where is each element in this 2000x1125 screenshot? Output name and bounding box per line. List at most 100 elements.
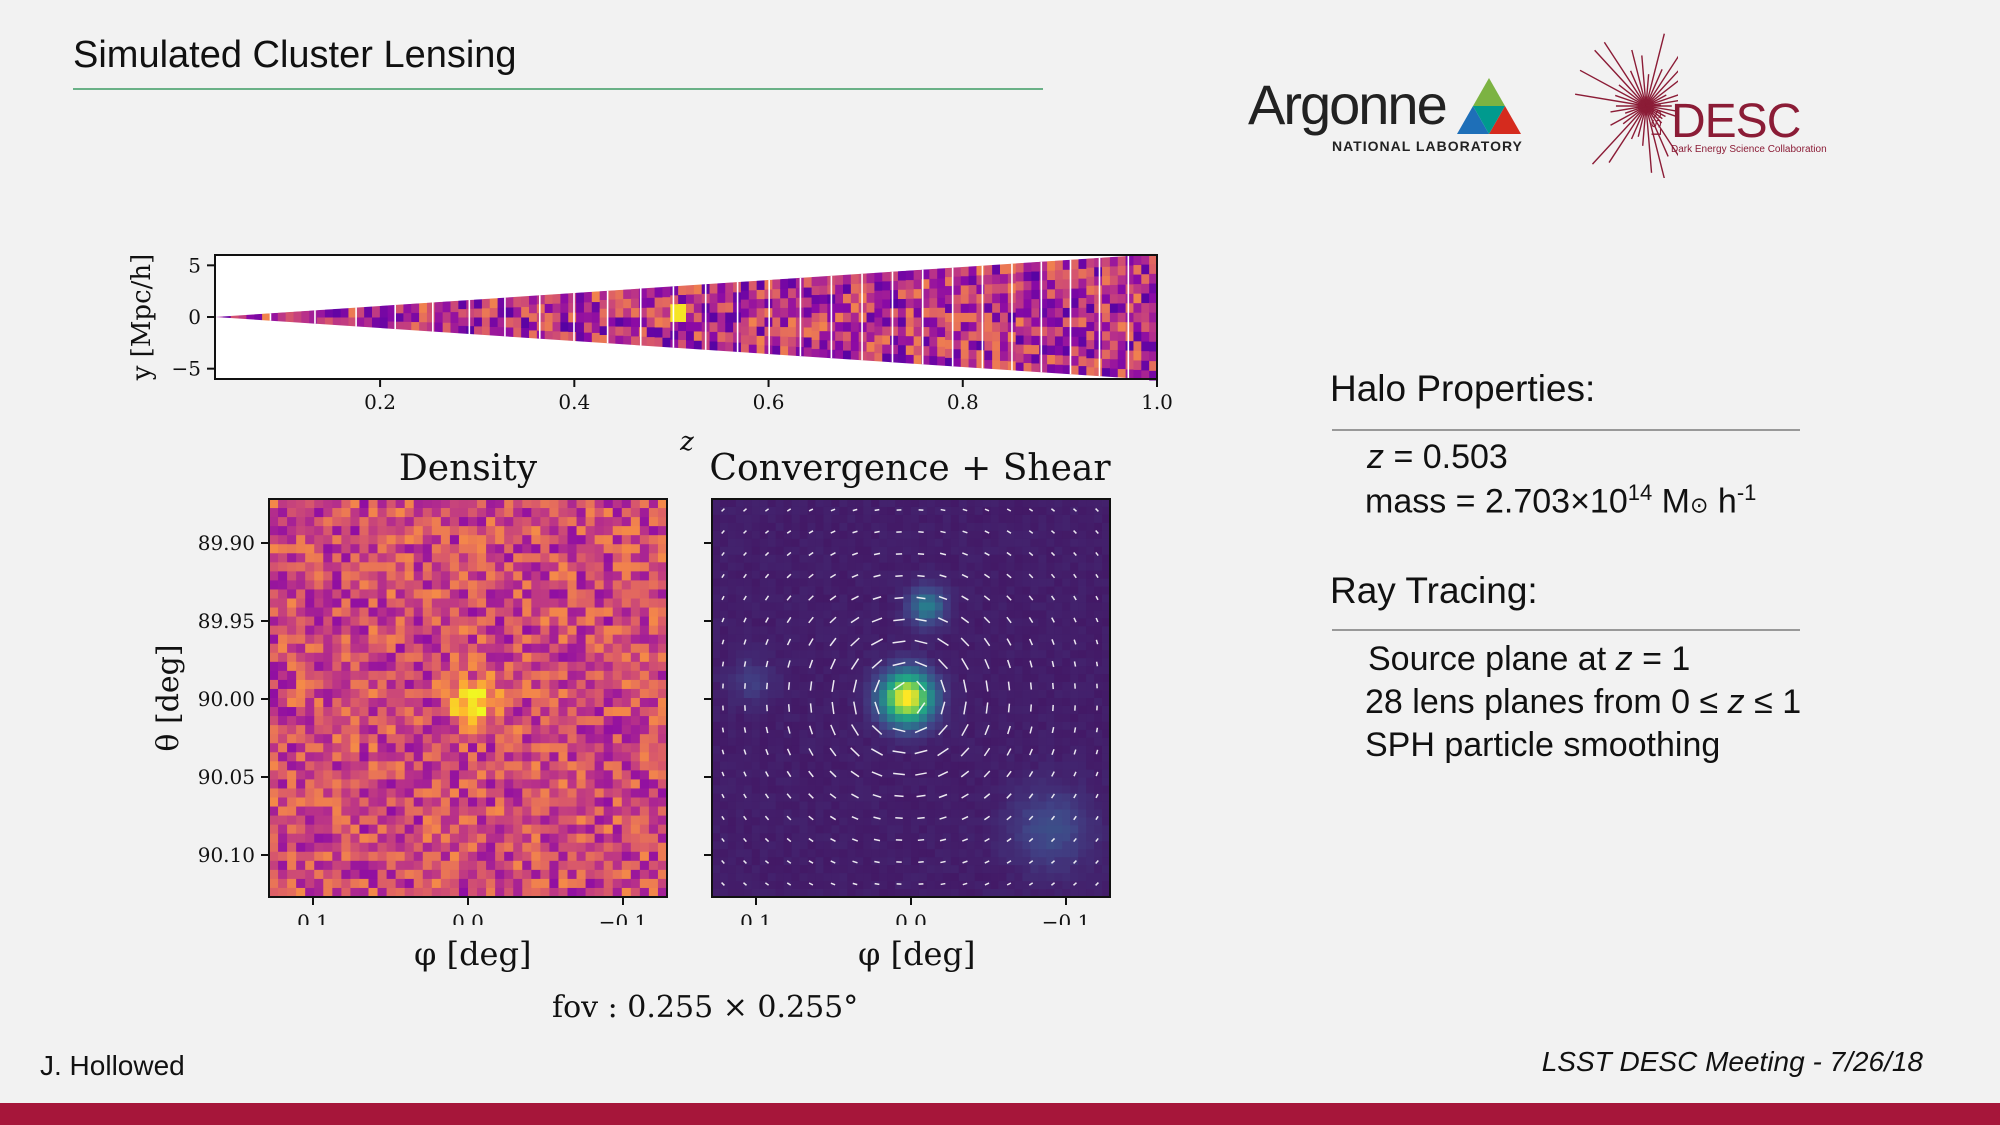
convergence-cell	[855, 522, 864, 532]
density-cell	[558, 607, 568, 617]
density-cell	[269, 571, 279, 581]
convergence-cell	[1078, 522, 1087, 532]
convergence-cell	[1046, 650, 1055, 659]
density-cell	[449, 661, 460, 672]
density-cell	[323, 869, 333, 880]
density-cell	[296, 824, 306, 835]
density-cell	[278, 634, 288, 645]
density-cell	[341, 779, 351, 789]
convergence-cell	[926, 570, 936, 579]
convergence-cell	[1014, 713, 1023, 723]
density-cell	[657, 878, 668, 889]
convergence-cell	[863, 658, 872, 667]
lightcone-cell	[1000, 360, 1009, 371]
convergence-cell	[950, 674, 960, 683]
density-cell	[287, 661, 297, 672]
convergence-cell	[783, 602, 792, 611]
convergence-cell	[743, 777, 753, 786]
density-cell	[486, 643, 496, 654]
convergence-cell	[1078, 674, 1087, 683]
convergence-cell	[783, 737, 792, 747]
lightcone-cell	[1102, 330, 1111, 341]
lightcone-cell	[937, 277, 946, 289]
convergence-cell	[815, 698, 824, 707]
convergence-cell	[887, 530, 896, 540]
starburst-ray	[1575, 93, 1647, 107]
convergence-cell	[1022, 777, 1031, 786]
lightcone-cell	[952, 285, 962, 295]
lightcone-cell	[929, 345, 938, 357]
convergence-cell	[903, 809, 912, 818]
density-cell	[341, 761, 351, 771]
convergence-cell	[982, 562, 991, 572]
density-cell	[468, 878, 478, 889]
density-cell	[468, 869, 478, 880]
density-cell	[531, 743, 541, 753]
lightcone-cell	[646, 297, 656, 308]
convergence-cell	[855, 610, 864, 619]
density-cell	[657, 752, 668, 762]
convergence-cell	[719, 618, 729, 627]
convergence-cell	[990, 650, 999, 659]
convergence-cell	[1078, 594, 1087, 603]
lightcone-cell	[693, 330, 703, 341]
lightcone-cell	[505, 297, 514, 308]
density-cell	[585, 815, 596, 826]
convergence-cell	[934, 554, 944, 564]
starburst-ray	[1645, 70, 1678, 107]
lightcone-cell	[654, 326, 663, 338]
lightcone-cell	[1109, 340, 1119, 351]
density-cell	[495, 860, 505, 871]
lightcone-cell	[890, 335, 899, 345]
lightcone-cell	[780, 326, 789, 337]
convergence-cell	[831, 642, 840, 651]
density-cell	[386, 860, 397, 871]
density-cell	[477, 698, 487, 708]
density-cell	[468, 770, 478, 780]
convergence-cell	[823, 554, 832, 564]
density-cell	[576, 625, 586, 636]
convergence-cell	[958, 602, 968, 611]
density-cell	[648, 526, 659, 536]
density-cell	[431, 797, 442, 807]
density-cell	[630, 535, 641, 545]
lightcone-cell	[568, 321, 577, 332]
density-cell	[639, 770, 650, 780]
density-cell	[431, 788, 442, 798]
convergence-cell	[950, 809, 960, 818]
density-cell	[422, 788, 433, 798]
convergence-cell	[1094, 594, 1103, 603]
convergence-cell	[982, 578, 991, 587]
convergence-cell	[1030, 801, 1039, 810]
convergence-cell	[1046, 705, 1055, 715]
density-cell	[404, 725, 415, 735]
convergence-cell	[879, 698, 888, 707]
convergence-cell	[1078, 634, 1087, 643]
convergence-cell	[735, 514, 745, 524]
lightcone-cell	[1086, 330, 1095, 341]
convergence-cell	[1086, 610, 1095, 619]
density-cell	[386, 652, 397, 663]
lightcone-cell	[890, 353, 899, 364]
lightcone-cell	[1078, 297, 1087, 308]
convergence-cell	[1046, 729, 1055, 739]
lightcone-cell	[521, 327, 530, 339]
convergence-cell	[934, 578, 944, 587]
convergence-cell	[887, 642, 896, 651]
density-cell	[468, 562, 478, 572]
convergence-cell	[767, 809, 777, 818]
density-cell	[495, 698, 505, 708]
lightcone-cell	[1015, 362, 1025, 372]
convergence-cell	[966, 825, 976, 834]
lightcone-cell	[615, 307, 624, 318]
lightcone-cell	[772, 307, 781, 318]
convergence-cell	[719, 634, 729, 643]
lightcone-cell	[348, 317, 357, 327]
convergence-cell	[1102, 713, 1111, 723]
density-cell	[513, 580, 523, 590]
convergence-cell	[807, 753, 816, 763]
convergence-cell	[767, 586, 777, 595]
density-cell	[585, 788, 596, 798]
density-cell	[422, 625, 433, 636]
lightcone-cell	[843, 321, 852, 332]
